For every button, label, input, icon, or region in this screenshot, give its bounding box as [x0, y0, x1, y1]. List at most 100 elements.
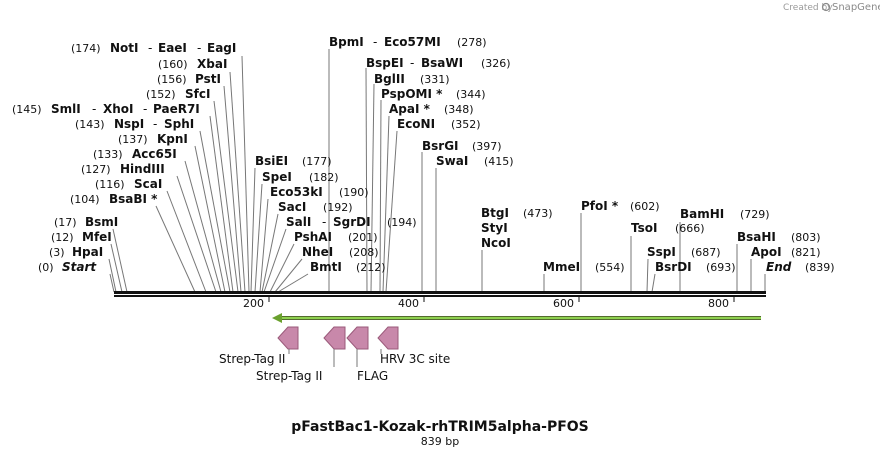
site-label-mmei[interactable]: MmeI (554)	[543, 260, 625, 274]
svg-text:BglII: BglII	[374, 72, 405, 86]
site-label-bglii[interactable]: BglII (331)	[374, 72, 450, 86]
site-label-start[interactable]: (0) Start	[38, 260, 97, 274]
site-label-smli[interactable]: (145) SmlI - XhoI - PaeR7I	[12, 102, 200, 116]
site-label-kpni[interactable]: (137) KpnI	[118, 132, 188, 146]
map-title: pFastBac1-Kozak-rhTRIM5alpha-PFOS	[291, 419, 589, 435]
feature-strep-tag-ii-2[interactable]	[323, 326, 346, 367]
left-enzyme-labels: (174) NotI - EaeI - EagI (160) XbaI (156…	[12, 41, 236, 274]
feature-arrows: Strep-Tag II Strep-Tag II FLAG HRV 3C si…	[219, 326, 450, 383]
svg-text:(160): (160)	[158, 58, 188, 71]
site-label-sspi[interactable]: SspI (687)	[647, 245, 721, 259]
site-label-hindiii[interactable]: (127) HindIII	[81, 162, 165, 176]
site-label-tsoi[interactable]: TsoI (666)	[631, 221, 705, 235]
site-label-pfoi[interactable]: PfoI * (602)	[581, 199, 660, 213]
site-label-bspei[interactable]: BspEI - BsaWI (326)	[366, 56, 511, 70]
site-label-bsahi[interactable]: BsaHI (803)	[737, 230, 821, 244]
site-label-pshai[interactable]: PshAI (201)	[294, 230, 378, 244]
svg-text:(666): (666)	[675, 222, 705, 235]
site-label-sali[interactable]: SalI - SgrDI (194)	[286, 215, 417, 229]
svg-text:-: -	[153, 117, 157, 131]
feature-label-flag: FLAG	[357, 369, 388, 383]
svg-text:NspI: NspI	[114, 117, 144, 131]
site-label-eco53ki[interactable]: Eco53kI (190)	[270, 185, 369, 199]
svg-text:(278): (278)	[457, 36, 487, 49]
svg-text:MmeI: MmeI	[543, 260, 580, 274]
site-label-xbai[interactable]: (160) XbaI	[158, 57, 227, 71]
svg-text:(145): (145)	[12, 103, 42, 116]
site-label-spei[interactable]: SpeI (182)	[262, 170, 339, 184]
svg-text:ApaI *: ApaI *	[389, 102, 431, 116]
svg-text:(201): (201)	[348, 231, 378, 244]
svg-text:PstI: PstI	[195, 72, 221, 86]
site-label-bamhi[interactable]: BamHI (729)	[680, 207, 770, 221]
site-label-styi[interactable]: StyI	[481, 221, 508, 235]
credit-prefix: Created by	[783, 3, 833, 13]
site-label-pspomi[interactable]: PspOMI * (344)	[381, 87, 486, 101]
svg-text:TsoI: TsoI	[631, 221, 657, 235]
svg-text:(331): (331)	[420, 73, 450, 86]
svg-text:(174): (174)	[71, 42, 101, 55]
site-label-hpai[interactable]: (3) HpaI	[49, 245, 103, 259]
svg-text:BsaBI *: BsaBI *	[109, 192, 158, 206]
svg-text:(17): (17)	[54, 216, 77, 229]
feature-strep-tag-ii-1[interactable]	[277, 326, 299, 354]
site-label-swai[interactable]: SwaI (415)	[436, 154, 514, 168]
svg-text:MfeI: MfeI	[82, 230, 112, 244]
site-label-bsabi[interactable]: (104) BsaBI *	[70, 192, 158, 206]
svg-text:(326): (326)	[481, 57, 511, 70]
site-label-ncoi[interactable]: NcoI	[481, 236, 511, 250]
map-length: 839 bp	[421, 435, 459, 448]
site-label-mfei[interactable]: (12) MfeI	[51, 230, 112, 244]
orf-arrow[interactable]	[272, 313, 761, 323]
svg-text:(143): (143)	[75, 118, 105, 131]
svg-text:BpmI: BpmI	[329, 35, 364, 49]
site-label-btgi[interactable]: BtgI (473)	[481, 206, 553, 220]
svg-text:-: -	[410, 56, 414, 70]
site-label-saci[interactable]: SacI (192)	[278, 200, 353, 214]
site-label-bsrdi[interactable]: BsrDI (693)	[655, 260, 736, 274]
site-label-apoi[interactable]: ApoI (821)	[751, 245, 821, 259]
svg-text:XbaI: XbaI	[197, 57, 227, 71]
site-label-apai[interactable]: ApaI * (348)	[389, 102, 474, 116]
snapgene-credit[interactable]: Created by SnapGene	[783, 2, 880, 13]
svg-text:EcoNI: EcoNI	[397, 117, 435, 131]
feature-hrv-3c-site[interactable]	[377, 326, 399, 354]
site-label-nhei[interactable]: NheI (208)	[302, 245, 379, 259]
svg-text:(12): (12)	[51, 231, 74, 244]
site-label-sfci[interactable]: (152) SfcI	[146, 87, 210, 101]
svg-text:BsrGI: BsrGI	[422, 139, 459, 153]
sequence-backbone	[114, 291, 766, 297]
site-label-nspi[interactable]: (143) NspI - SphI	[75, 117, 194, 131]
svg-text:KpnI: KpnI	[157, 132, 188, 146]
svg-text:Start: Start	[62, 260, 97, 274]
svg-text:(127): (127)	[81, 163, 111, 176]
site-label-bsrgi[interactable]: BsrGI (397)	[422, 139, 502, 153]
svg-text:BsaHI: BsaHI	[737, 230, 776, 244]
site-label-psti[interactable]: (156) PstI	[157, 72, 221, 86]
svg-text:Acc65I: Acc65I	[132, 147, 177, 161]
svg-text:(137): (137)	[118, 133, 148, 146]
svg-text:(839): (839)	[805, 261, 835, 274]
svg-text:(397): (397)	[472, 140, 502, 153]
svg-text:(821): (821)	[791, 246, 821, 259]
svg-text:(415): (415)	[484, 155, 514, 168]
site-label-bmti[interactable]: BmtI (212)	[310, 260, 386, 274]
svg-text:BsrDI: BsrDI	[655, 260, 692, 274]
feature-label-hrv-3c-site: HRV 3C site	[380, 352, 450, 366]
site-label-end[interactable]: End (839)	[766, 260, 835, 274]
feature-flag[interactable]	[346, 326, 369, 367]
svg-text:PspOMI *: PspOMI *	[381, 87, 443, 101]
site-label-noti[interactable]: (174) NotI - EaeI - EagI	[71, 41, 236, 55]
svg-text:SgrDI: SgrDI	[333, 215, 371, 229]
site-label-acc65i[interactable]: (133) Acc65I	[93, 147, 177, 161]
svg-text:(212): (212)	[356, 261, 386, 274]
svg-text:Eco57MI: Eco57MI	[384, 35, 441, 49]
site-label-scai[interactable]: (116) ScaI	[95, 177, 162, 191]
tick-label: 400	[398, 297, 419, 310]
site-label-bsmi[interactable]: (17) BsmI	[54, 215, 118, 229]
site-label-econi[interactable]: EcoNI (352)	[397, 117, 481, 131]
site-label-bpmi[interactable]: BpmI - Eco57MI (278)	[329, 35, 487, 49]
svg-text:(192): (192)	[323, 201, 353, 214]
site-label-bsiei[interactable]: BsiEI (177)	[255, 154, 332, 168]
